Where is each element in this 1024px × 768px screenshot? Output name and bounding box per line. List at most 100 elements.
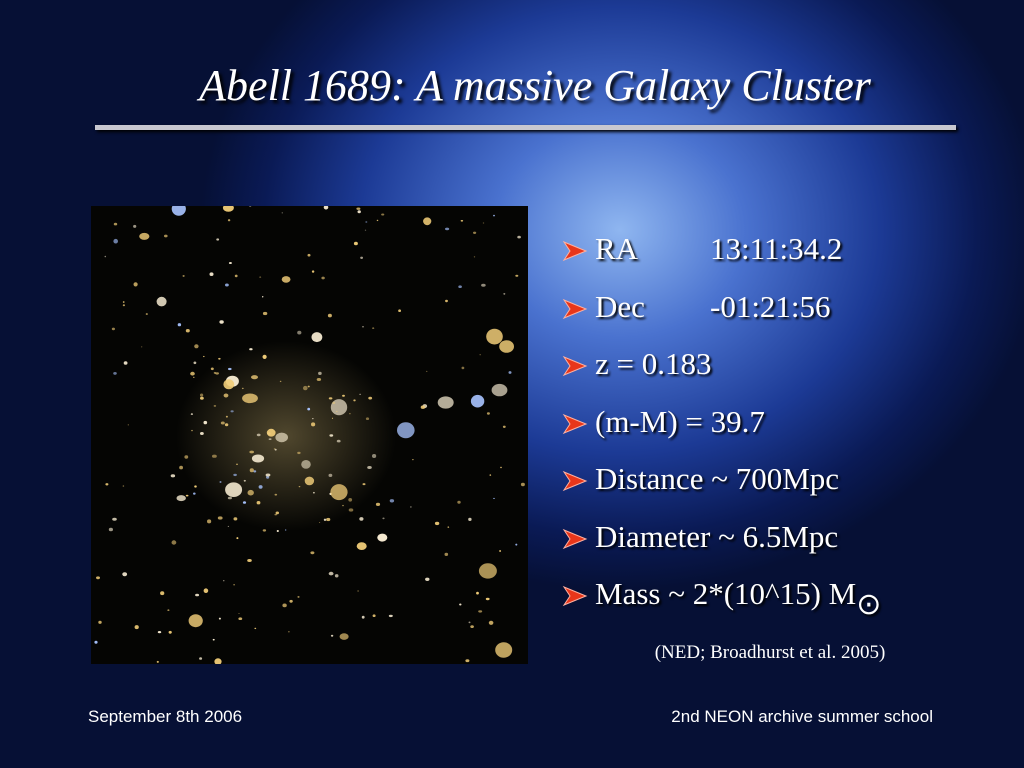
galaxy [247,489,254,496]
galaxy [328,473,333,477]
galaxy [243,479,246,482]
galaxy [336,439,341,443]
galaxy [356,207,361,210]
bullet-label: RA [595,231,639,266]
galaxy [262,296,264,298]
galaxy [388,614,393,618]
galaxy [353,399,356,402]
galaxy [122,304,125,307]
galaxy [330,399,348,416]
bullet-text: Mass ~ 2*(10^15) M [595,576,857,611]
galaxy [268,438,272,440]
galaxy [470,625,474,628]
galaxy [500,466,502,469]
galaxy [330,634,334,637]
galaxy [188,614,203,628]
galaxy [323,206,329,210]
galaxy [112,517,117,521]
galaxy [495,642,513,658]
galaxy [473,256,476,258]
galaxy [210,367,214,371]
galaxy [503,293,506,295]
galaxy [470,394,485,408]
galaxy [517,235,521,239]
galaxy [312,418,314,420]
galaxy [468,517,472,521]
galaxy [164,234,168,238]
galaxy [168,630,172,634]
galaxy [489,474,492,476]
galaxy [233,584,235,586]
galaxy [321,276,325,280]
galaxy [425,577,430,581]
galaxy [185,494,189,497]
galaxy [218,617,221,620]
galaxy [190,371,195,376]
galaxy [398,309,401,312]
galaxy [459,603,462,606]
galaxy [349,413,351,415]
galaxy [311,270,315,273]
galaxy [228,367,232,371]
galaxy [479,354,482,356]
galaxy [307,385,310,388]
galaxy [368,396,373,400]
galaxy [227,496,232,500]
galaxy [249,348,253,351]
galaxy [225,482,243,498]
galaxy [318,371,322,375]
galaxy [254,627,257,630]
galaxy [195,593,200,597]
galaxy [193,376,195,378]
galaxy [460,220,464,222]
bullet-text: (m-M) = 39.7 [595,402,765,442]
galaxy [256,501,261,505]
galaxy [123,361,128,365]
galaxy [485,597,490,601]
galaxy [420,405,426,409]
galaxy [160,591,165,596]
bullet-text: Diameter ~ 6.5Mpc [595,517,838,557]
galaxy [170,474,176,478]
galaxy [372,454,377,458]
galaxy [212,454,217,458]
galaxy [185,329,190,333]
galaxy [230,410,234,413]
galaxy [156,660,159,663]
galaxy [251,454,265,463]
galaxy [182,275,185,277]
galaxy [319,522,321,523]
galaxy [357,590,359,592]
galaxy [381,213,385,216]
galaxy [279,380,282,383]
galaxy [488,620,494,625]
galaxy [139,232,150,240]
galaxy [94,640,98,644]
galaxy [179,465,183,470]
galaxy [193,361,197,365]
galaxy [365,417,370,420]
galaxy [177,323,182,327]
galaxy [274,493,278,496]
galaxy [241,387,244,390]
galaxy [342,394,345,397]
galaxy [216,238,220,241]
bullet-arrow [562,298,588,319]
galaxy [499,550,502,552]
galaxy [200,393,204,397]
galaxy [357,210,361,214]
bullet-arrow [562,355,588,377]
galaxy [194,485,197,488]
bullet-label: Dec [595,288,645,324]
galaxy [457,500,461,504]
galaxy [356,542,367,550]
galaxy [98,620,102,624]
bullet-value: 13:11:34.2 [710,231,843,266]
galaxy [359,393,361,395]
title-rule [95,125,956,130]
galaxy [377,533,388,542]
galaxy [297,596,300,598]
galaxy [113,238,118,244]
galaxy [111,327,115,331]
